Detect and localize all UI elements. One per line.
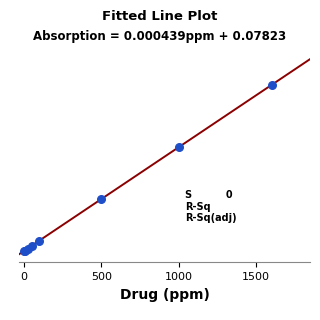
- Point: [21, 248, 27, 253]
- Point: [37, 238, 42, 243]
- Text: S          0
R-Sq
R-Sq(adj): S 0 R-Sq R-Sq(adj): [185, 190, 237, 223]
- Point: [176, 144, 181, 149]
- X-axis label: Drug (ppm): Drug (ppm): [120, 288, 210, 302]
- Point: [29, 244, 34, 249]
- Point: [23, 248, 28, 253]
- Point: [99, 196, 104, 202]
- Point: [25, 246, 30, 251]
- Point: [269, 83, 274, 88]
- Text: Fitted Line Plot: Fitted Line Plot: [102, 10, 218, 23]
- Text: Absorption = 0.000439ppm + 0.07823: Absorption = 0.000439ppm + 0.07823: [33, 30, 287, 44]
